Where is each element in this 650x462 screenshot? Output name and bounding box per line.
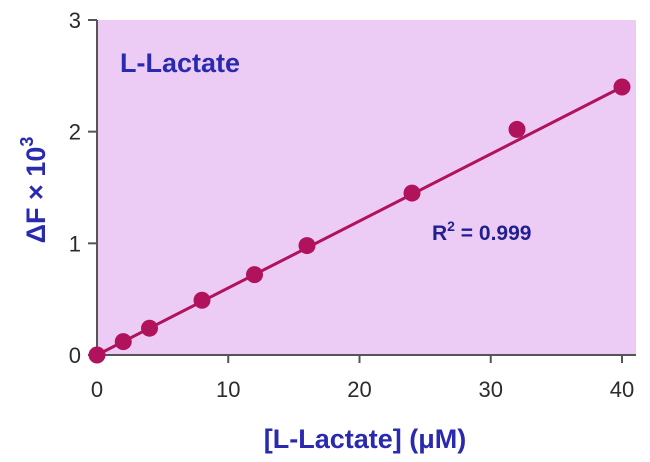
x-axis-title: [L-Lactate] (μM) xyxy=(264,424,467,454)
fit-line xyxy=(96,85,623,357)
y-tick-label: 0 xyxy=(69,343,81,368)
plot-area xyxy=(97,20,636,355)
x-tick-label: 30 xyxy=(479,377,503,402)
data-points xyxy=(88,78,631,364)
x-tick-label: 20 xyxy=(347,377,371,402)
data-point xyxy=(114,333,132,351)
y-tick-label: 2 xyxy=(69,120,81,145)
y-tick-label: 1 xyxy=(69,231,81,256)
y-axis-title-main: ΔF × 10 xyxy=(21,147,51,244)
x-tick-label: 40 xyxy=(610,377,634,402)
y-axis-title-superscript: 3 xyxy=(17,137,37,147)
ticks: 0 10 20 30 40 0 1 2 3 xyxy=(69,8,634,402)
data-point xyxy=(403,184,421,202)
y-axis-title: ΔF × 103 xyxy=(17,137,51,244)
axes xyxy=(96,20,636,356)
r-squared-superscript: 2 xyxy=(447,218,455,234)
r-squared-prefix: R xyxy=(432,222,447,245)
x-tick-label: 10 xyxy=(216,377,240,402)
data-point xyxy=(508,120,526,138)
x-tick-label: 0 xyxy=(91,377,103,402)
y-tick-label: 3 xyxy=(69,8,81,33)
data-point xyxy=(141,319,158,337)
data-point xyxy=(88,346,106,364)
r-squared-value: = 0.999 xyxy=(455,222,531,245)
data-point xyxy=(246,266,263,284)
data-point xyxy=(613,78,631,96)
data-point xyxy=(298,237,316,255)
chart-title: L-Lactate xyxy=(120,48,240,78)
r-squared-annotation: R2 = 0.999 xyxy=(432,218,531,245)
data-point xyxy=(193,291,211,309)
